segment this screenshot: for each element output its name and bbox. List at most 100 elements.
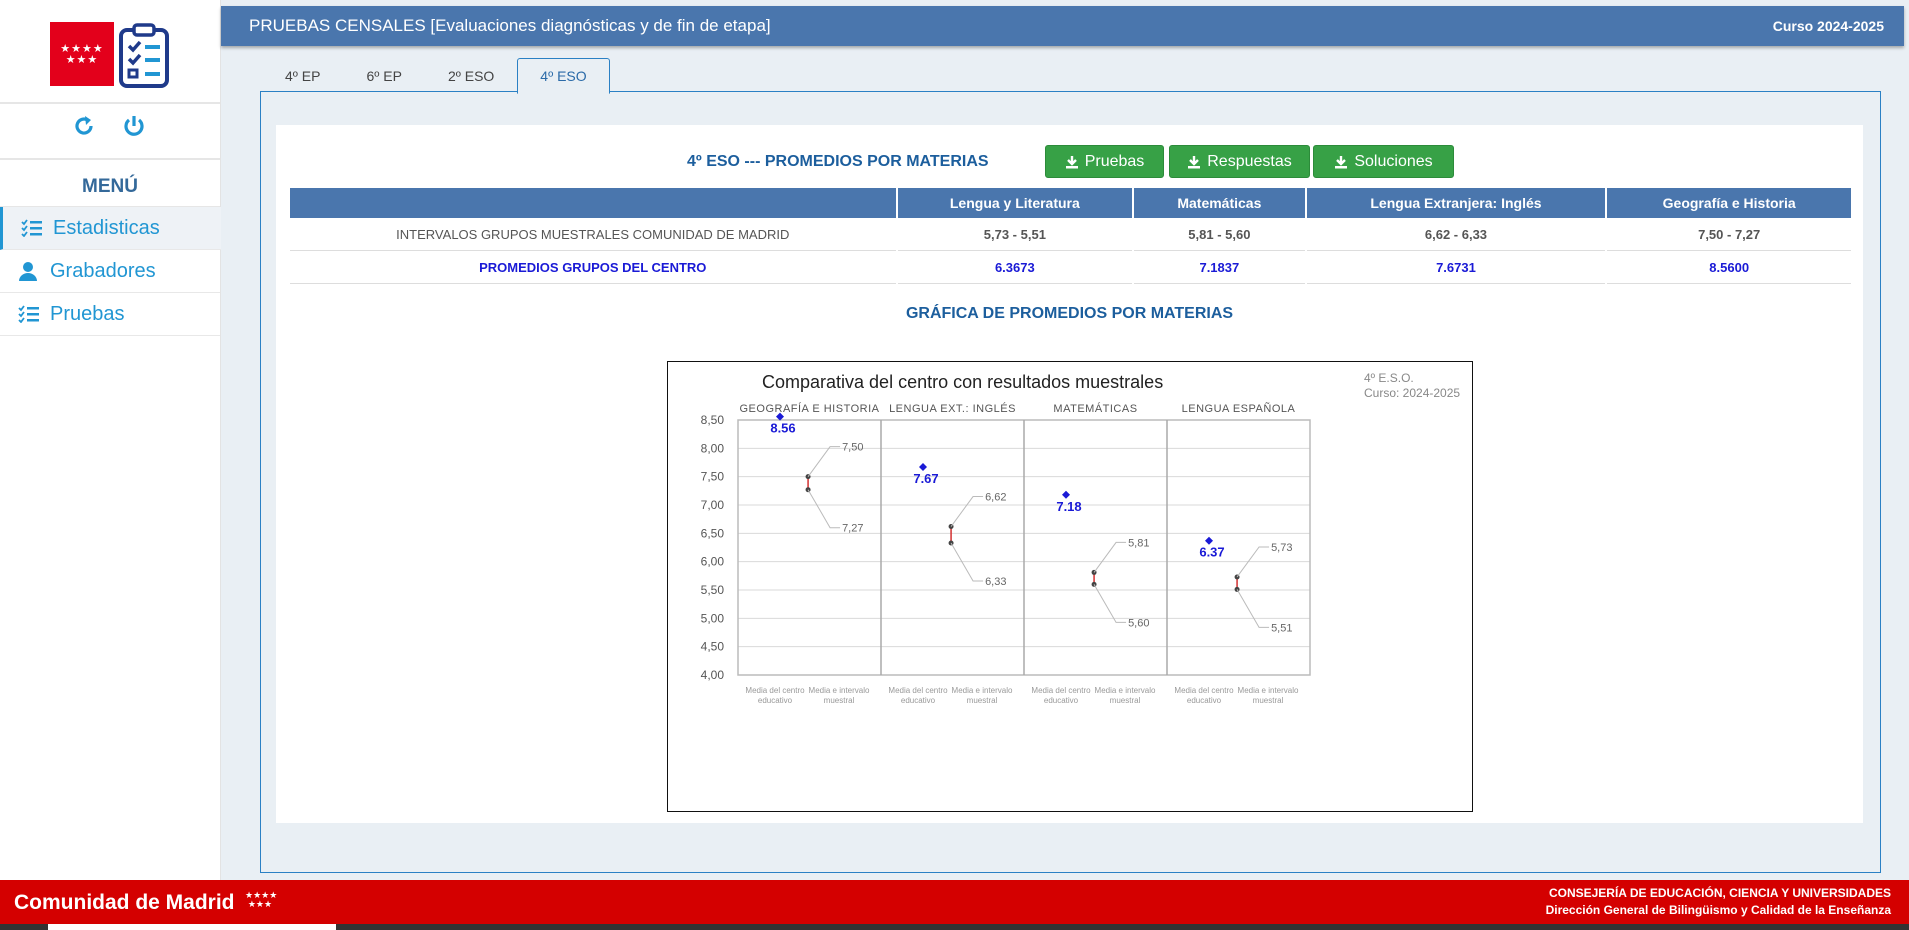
y-tick-label: 6,00 [701,555,725,569]
x-sublabel: Media e intervalo muestral [809,686,870,705]
card-title: 4º ESO --- PROMEDIOS POR MATERIAS [687,153,989,170]
panel-title: GEOGRAFÍA E HISTORIA [740,402,880,415]
tab-4eso[interactable]: 4º ESO [517,58,610,94]
tab-6ep[interactable]: 6º EP [366,68,402,84]
centro-point [1062,490,1070,499]
row-label: PROMEDIOS GRUPOS DEL CENTRO [290,251,896,284]
interval-high-label: 7,50 [842,442,863,454]
refresh-icon[interactable] [70,112,98,140]
interval-high-label: 5,81 [1128,537,1149,549]
sidebar-item-label: Pruebas [50,302,125,325]
divider [0,206,220,207]
x-sublabel: Media e intervalo muestral [1095,686,1156,705]
download-respuestas-button[interactable]: Respuestas [1169,145,1310,178]
chart-corner-course: Curso: 2024-2025 [1364,386,1460,400]
leader-line [807,489,841,529]
averages-table: Lengua y Literatura Matemáticas Lengua E… [288,188,1853,284]
button-label: Soluciones [1354,152,1433,170]
leader-line [950,496,984,527]
comparison-chart: Comparativa del centro con resultados mu… [701,371,1461,705]
top-bar: PRUEBAS CENSALES [Evaluaciones diagnósti… [221,6,1904,46]
stars-logo-icon: ★★★★ ★★★ [245,891,278,910]
interval-low-label: 5,60 [1128,617,1149,629]
tab-2eso[interactable]: 2º ESO [447,68,495,84]
button-label: Pruebas [1084,152,1145,170]
tab-4ep[interactable]: 4º EP [285,68,321,84]
y-tick-label: 4,50 [701,640,725,654]
centro-value-label: 8.56 [770,421,795,436]
centro-point [776,412,784,421]
download-icon [1335,155,1348,168]
table-cell: 6.3673 [897,251,1133,284]
interval-high-label: 6,62 [985,492,1006,504]
results-card: 4º ESO --- PROMEDIOS POR MATERIAS Prueba… [276,125,1863,823]
power-icon[interactable] [120,112,148,140]
y-tick-label: 6,50 [701,526,725,540]
table-cell: 6,62 - 6,33 [1306,218,1606,251]
leader-line [1093,584,1127,623]
madrid-flag-logo: ★★★★ ★★★ [50,22,114,86]
download-soluciones-button[interactable]: Soluciones [1313,145,1454,178]
leader-line [950,542,984,582]
chart-caption: GRÁFICA DE PROMEDIOS POR MATERIAS [905,305,1234,322]
interval-low-label: 5,51 [1271,622,1292,634]
centro-point [1205,536,1213,545]
table-row: INTERVALOS GRUPOS MUESTRALES COMUNIDAD D… [290,218,1851,251]
footer: Comunidad de Madrid ★★★★ ★★★ CONSEJERÍA … [0,880,1909,924]
user-icon [18,261,44,281]
table-row: PROMEDIOS GRUPOS DEL CENTRO 6.3673 7.183… [290,251,1851,284]
list-check-icon [18,305,44,323]
y-tick-label: 5,00 [701,611,725,625]
chart-frame: Comparativa del centro con resultados mu… [667,361,1473,812]
tab-bar: 4º EP 6º EP 2º ESO 4º ESO [262,58,610,94]
column-header: Geografía e Historia [1607,188,1851,218]
table-cell: 8.5600 [1607,251,1851,284]
y-tick-label: 5,50 [701,583,725,597]
centro-value-label: 7.18 [1056,499,1081,514]
x-sublabel: Media del centro educativo [888,686,948,705]
table-cell: 5,81 - 5,60 [1134,218,1305,251]
footer-directorate: Dirección General de Bilingüismo y Calid… [1545,903,1891,917]
download-icon [1065,155,1078,168]
centro-value-label: 7.67 [913,471,938,486]
table-cell: 7.6731 [1306,251,1606,284]
x-sublabel: Media del centro educativo [745,686,805,705]
x-sublabel: Media e intervalo muestral [1238,686,1299,705]
app-logo: ★★★★ ★★★ [50,22,170,88]
leader-line [1236,546,1270,578]
sidebar-item-estadisticas[interactable]: Estadisticas [0,207,223,250]
sidebar-item-pruebas[interactable]: Pruebas [0,293,220,336]
clipboard-checklist-icon [119,23,169,88]
sidebar: ★★★★ ★★★ MENÚ Estadisticas Gra [0,0,223,880]
sidebar-item-grabadores[interactable]: Grabadores [0,250,220,293]
column-header: Matemáticas [1134,188,1305,218]
page-title: PRUEBAS CENSALES [Evaluaciones diagnósti… [249,16,771,35]
footer-department: CONSEJERÍA DE EDUCACIÓN, CIENCIA Y UNIVE… [1548,886,1891,900]
divider [0,102,220,104]
x-sublabel: Media e intervalo muestral [952,686,1013,705]
sidebar-item-label: Estadisticas [53,216,160,239]
x-sublabel: Media del centro educativo [1031,686,1091,705]
y-tick-label: 7,50 [701,470,725,484]
interval-high-label: 5,73 [1271,542,1292,554]
interval-low-label: 6,33 [985,576,1006,588]
leader-line [1093,541,1127,573]
y-tick-label: 8,50 [701,413,725,427]
leader-line [807,446,841,477]
panel-title: LENGUA EXT.: INGLÉS [889,402,1016,415]
column-header [290,188,896,218]
chart-corner-level: 4º E.S.O. [1364,371,1414,385]
download-pruebas-button[interactable]: Pruebas [1045,145,1164,178]
interval-low-label: 7,27 [842,523,863,535]
course-label: Curso 2024-2025 [1772,18,1884,34]
panel-title: MATEMÁTICAS [1053,402,1137,415]
menu-title: MENÚ [82,176,138,197]
divider [0,158,220,160]
table-header-row: Lengua y Literatura Matemáticas Lengua E… [290,188,1851,218]
taskbar-strip [0,924,1909,930]
sidebar-item-label: Grabadores [50,259,156,282]
leader-line [1236,589,1270,628]
y-tick-label: 8,00 [701,441,725,455]
panel-title: LENGUA ESPAÑOLA [1182,402,1296,415]
table-cell: 5,73 - 5,51 [897,218,1133,251]
